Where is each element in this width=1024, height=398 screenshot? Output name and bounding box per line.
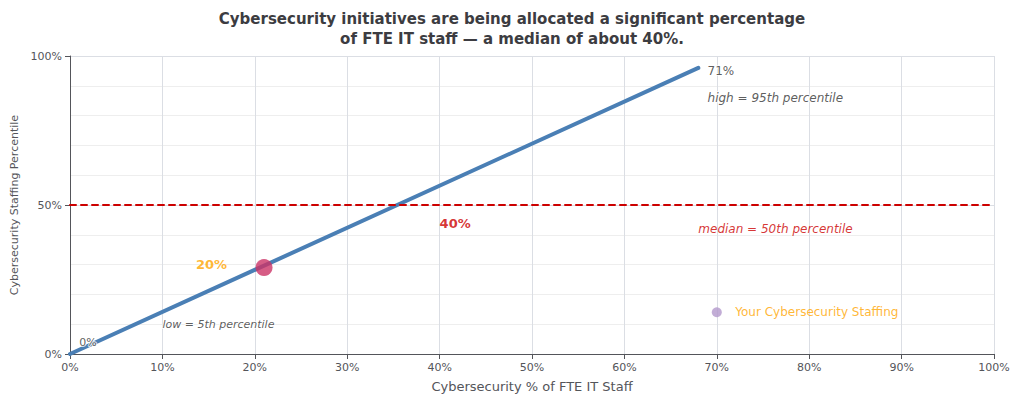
- svg-text:71%: 71%: [708, 64, 735, 78]
- svg-text:median = 50th percentile: median = 50th percentile: [698, 222, 852, 236]
- svg-text:of FTE IT staff — a median of: of FTE IT staff — a median of about 40%.: [340, 30, 684, 48]
- svg-text:20%: 20%: [196, 257, 227, 272]
- svg-text:high = 95th percentile: high = 95th percentile: [708, 91, 844, 105]
- svg-text:Cybersecurity % of FTE IT Staf: Cybersecurity % of FTE IT Staff: [431, 379, 633, 394]
- svg-text:60%: 60%: [612, 361, 636, 374]
- svg-text:20%: 20%: [243, 361, 267, 374]
- svg-text:90%: 90%: [889, 361, 913, 374]
- svg-text:0%: 0%: [45, 348, 62, 361]
- svg-text:100%: 100%: [978, 361, 1009, 374]
- svg-text:40%: 40%: [427, 361, 451, 374]
- svg-text:low = 5th percentile: low = 5th percentile: [162, 318, 274, 331]
- svg-text:Your Cybersecurity Staffing: Your Cybersecurity Staffing: [734, 305, 898, 319]
- svg-text:30%: 30%: [335, 361, 359, 374]
- svg-text:70%: 70%: [705, 361, 729, 374]
- svg-text:80%: 80%: [797, 361, 821, 374]
- svg-text:Cybersecurity Staffing Percent: Cybersecurity Staffing Percentile: [8, 115, 21, 296]
- svg-text:0%: 0%: [79, 336, 96, 349]
- svg-text:40%: 40%: [440, 216, 471, 231]
- svg-text:10%: 10%: [150, 361, 174, 374]
- svg-text:Cybersecurity initiatives are: Cybersecurity initiatives are being allo…: [219, 10, 805, 28]
- svg-text:0%: 0%: [61, 361, 78, 374]
- svg-text:100%: 100%: [31, 50, 62, 63]
- svg-text:50%: 50%: [38, 199, 62, 212]
- svg-text:50%: 50%: [520, 361, 544, 374]
